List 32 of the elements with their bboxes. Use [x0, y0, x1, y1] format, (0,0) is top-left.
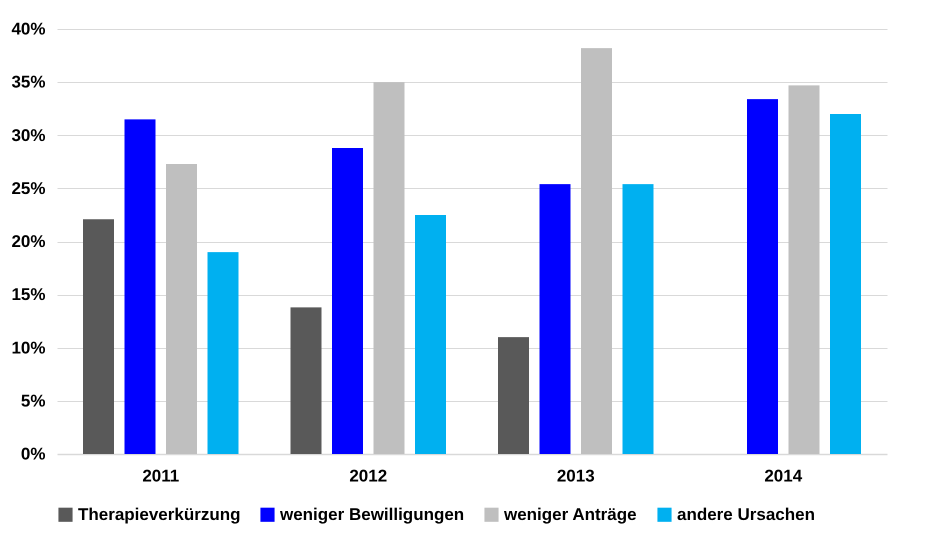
- y-tick-label: 15%: [11, 285, 46, 304]
- bar: [788, 85, 820, 454]
- x-tick-label: 2014: [764, 466, 803, 486]
- bar: [540, 184, 570, 454]
- y-tick-label: 0%: [20, 444, 46, 464]
- y-tick-label: 30%: [11, 126, 46, 145]
- x-tick-label: 2012: [349, 466, 388, 486]
- bar: [747, 99, 778, 454]
- bar: [208, 252, 238, 454]
- legend-label: weniger Bewilligungen: [279, 504, 464, 524]
- legend-label: Therapieverkürzung: [78, 504, 240, 524]
- y-tick-label: 25%: [11, 178, 46, 198]
- y-tick-label: 10%: [11, 338, 46, 358]
- bar: [830, 114, 861, 454]
- y-tick-label: 20%: [11, 232, 46, 251]
- y-tick-label: 5%: [20, 391, 46, 410]
- bar: [124, 119, 156, 454]
- bar: [166, 164, 197, 454]
- legend-label: weniger Anträge: [503, 504, 637, 524]
- bar: [332, 148, 363, 454]
- legend-label: andere Ursachen: [677, 504, 815, 524]
- x-tick-label: 2013: [556, 466, 595, 486]
- y-tick-label: 40%: [11, 20, 46, 38]
- bar: [415, 214, 446, 454]
- bar: [498, 337, 529, 454]
- x-tick-label: 2011: [142, 466, 180, 486]
- bar: [83, 219, 114, 454]
- bar: [374, 82, 404, 454]
- bar: [581, 48, 612, 454]
- bar: [290, 307, 322, 454]
- y-tick-label: 35%: [11, 72, 46, 92]
- bar: [622, 184, 654, 454]
